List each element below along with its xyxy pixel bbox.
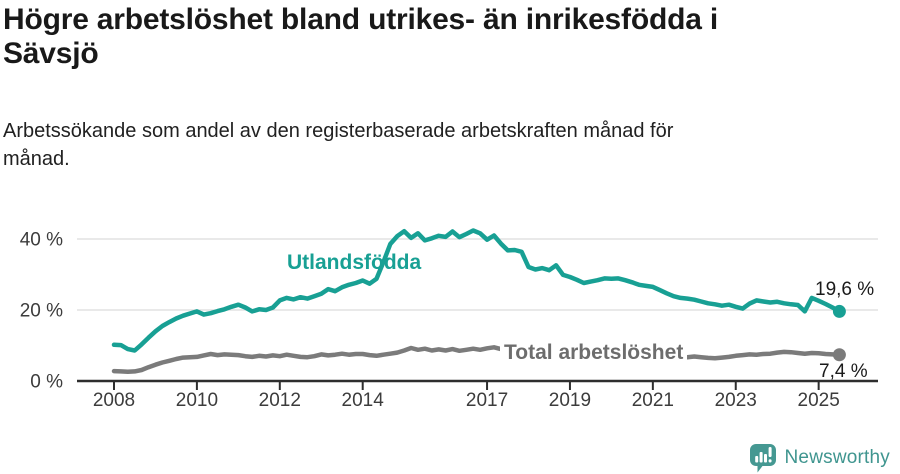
chart-subtitle-line-1: Arbetssökande som andel av den registerb… xyxy=(3,120,674,142)
series-line-0 xyxy=(111,228,842,353)
y-axis-tick-label: 0 % xyxy=(30,372,63,393)
series-end-dot-1 xyxy=(832,348,846,362)
chart-title-line-2: Sävsjö xyxy=(3,37,99,70)
chart-title-line-1: Högre arbetslöshet bland utrikes- än inr… xyxy=(3,3,718,36)
newsworthy-bar-chart-bubble-icon xyxy=(749,443,776,472)
chart-subtitle: Arbetssökande som andel av den registerb… xyxy=(3,117,883,173)
x-axis-tick-label: 2010 xyxy=(176,390,218,411)
series-label-total-arbetsloshet: Total arbetslöshet xyxy=(500,340,688,366)
x-axis-tick-label: 2017 xyxy=(466,390,508,411)
newsworthy-brand: Newsworthy xyxy=(749,441,890,474)
x-axis-tick-label: 2019 xyxy=(549,390,591,411)
series-line-1 xyxy=(111,345,842,375)
chart-subtitle-line-2: månad. xyxy=(3,148,70,170)
series-label-utlandsfodda: Utlandsfödda xyxy=(287,251,422,274)
end-value-label-utlandsfodda: 19,6 % xyxy=(815,279,875,300)
line-chart-plot-area: 0 % 20 % 40 % 2008 2010 2012 2014 2017 2019 2021 2… xyxy=(20,228,878,411)
y-axis-tick-label: 20 % xyxy=(20,301,63,322)
x-axis-tick-label: 2021 xyxy=(632,390,674,411)
x-axis-tick-label: 2012 xyxy=(259,390,301,411)
x-axis-tick-label: 2023 xyxy=(715,390,757,411)
end-value-label-total: 7,4 % xyxy=(819,361,868,382)
x-axis-tick-label: 2008 xyxy=(93,390,135,411)
x-axis-tick-label: 2014 xyxy=(342,390,385,411)
x-axis-tick-label: 2025 xyxy=(798,390,840,411)
y-axis-tick-label: 40 % xyxy=(20,230,63,251)
newsworthy-brand-text: Newsworthy xyxy=(784,446,890,468)
series-end-dot-0 xyxy=(832,304,846,318)
chart-title: Högre arbetslöshet bland utrikes- än inr… xyxy=(3,3,883,71)
